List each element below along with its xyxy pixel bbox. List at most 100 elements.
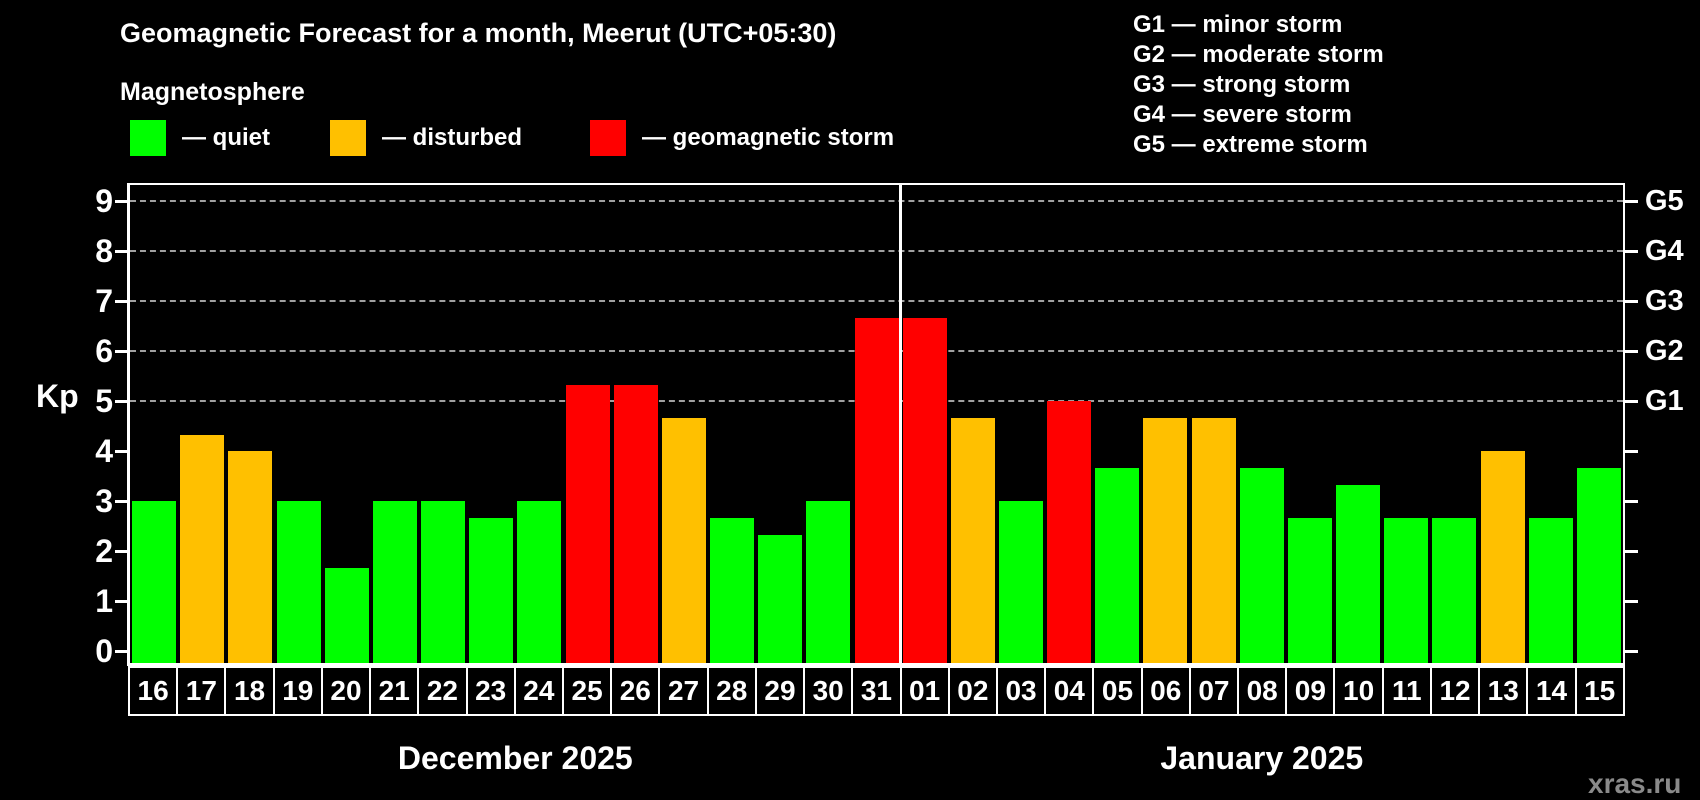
legend-label-storm: — geomagnetic storm <box>642 124 895 151</box>
day-cell-21: 21 <box>369 666 420 716</box>
y-tick-right-2 <box>1625 549 1638 553</box>
day-cell-30: 30 <box>803 666 854 716</box>
y-tick-label-1: 1 <box>95 583 113 619</box>
day-cell-17: 17 <box>176 666 227 716</box>
kp-bar-day-25 <box>565 384 610 663</box>
day-cell-28: 28 <box>706 666 757 716</box>
day-cell-22: 22 <box>417 666 468 716</box>
legend-item-disturbed: — disturbed <box>330 120 522 156</box>
day-cell-25: 25 <box>561 666 613 716</box>
kp-bar-day-14 <box>1528 517 1573 663</box>
plot-left-spine <box>127 183 130 666</box>
y-tick-label-8: 8 <box>95 233 113 269</box>
kp-bar-day-31 <box>854 317 899 663</box>
magnetosphere-label: Magnetosphere <box>120 78 305 106</box>
y-tick-label-5: 5 <box>95 383 113 419</box>
day-cell-04: 04 <box>1044 666 1095 716</box>
y-tick-left-3 <box>115 499 128 503</box>
y-tick-right-0 <box>1625 649 1638 653</box>
y-tick-left-0 <box>115 649 128 653</box>
day-cell-20: 20 <box>320 666 372 716</box>
y-tick-label-9: 9 <box>95 183 113 219</box>
kp-bar-day-02 <box>950 417 995 663</box>
storm-scale-legend: G1 — minor storm G2 — moderate storm G3 — … <box>1133 10 1384 160</box>
y-tick-right-5 <box>1625 399 1638 403</box>
g-level-label-g4: G4 <box>1645 235 1684 267</box>
y-tick-left-8 <box>115 249 128 253</box>
month-label-december: December 2025 <box>397 740 633 776</box>
kp-bar-day-11 <box>1384 517 1429 663</box>
gridline-kp-8 <box>130 250 1623 252</box>
legend-item-storm: — geomagnetic storm <box>590 120 894 156</box>
kp-bar-day-28 <box>710 517 755 663</box>
day-cell-05: 05 <box>1092 666 1143 716</box>
day-cell-03: 03 <box>995 666 1047 716</box>
kp-bar-day-26 <box>613 384 658 663</box>
day-cell-15: 15 <box>1574 666 1625 716</box>
gridline-kp-7 <box>130 300 1623 302</box>
plot-bottom-spine <box>128 663 1625 666</box>
y-tick-right-1 <box>1625 599 1638 603</box>
storm-scale-line-5: G5 — extreme storm <box>1133 131 1368 158</box>
day-cell-27: 27 <box>658 666 709 716</box>
day-cell-14: 14 <box>1526 666 1577 716</box>
kp-bar-day-10 <box>1336 484 1381 663</box>
plot-top-spine <box>128 183 1625 185</box>
kp-bar-day-12 <box>1432 517 1477 663</box>
kp-bar-day-23 <box>469 517 514 663</box>
kp-bar-day-08 <box>1239 467 1284 663</box>
day-cell-29: 29 <box>754 666 806 716</box>
day-cell-08: 08 <box>1237 666 1288 716</box>
kp-bar-day-05 <box>1095 467 1140 663</box>
day-cell-26: 26 <box>610 666 661 716</box>
y-tick-label-0: 0 <box>95 633 113 669</box>
month-separator-line <box>899 185 903 663</box>
storm-scale-line-1: G1 — minor storm <box>1133 11 1343 38</box>
y-tick-right-3 <box>1625 499 1638 503</box>
y-tick-left-9 <box>115 199 128 203</box>
kp-bar-day-22 <box>421 501 466 663</box>
day-cell-24: 24 <box>513 666 564 716</box>
kp-bar-day-15 <box>1576 467 1621 663</box>
storm-color-swatch-icon <box>590 120 626 156</box>
storm-scale-line-3: G3 — strong storm <box>1133 71 1351 98</box>
quiet-color-swatch-icon <box>130 120 166 156</box>
watermark-link[interactable]: xras.ru <box>1588 768 1682 799</box>
y-tick-left-6 <box>115 349 128 353</box>
y-tick-label-7: 7 <box>95 283 113 319</box>
day-cell-18: 18 <box>224 666 275 716</box>
y-tick-right-7 <box>1625 299 1638 303</box>
day-cell-02: 02 <box>947 666 998 716</box>
legend-label-disturbed: — disturbed <box>382 124 523 151</box>
kp-bar-day-01 <box>902 317 947 663</box>
kp-bar-day-24 <box>517 501 562 663</box>
day-cell-09: 09 <box>1285 666 1336 716</box>
y-tick-label-2: 2 <box>95 533 113 569</box>
kp-bar-day-04 <box>1047 401 1092 663</box>
day-cell-07: 07 <box>1188 666 1240 716</box>
day-cell-12: 12 <box>1429 666 1481 716</box>
y-tick-right-9 <box>1625 199 1638 203</box>
gridline-kp-9 <box>130 200 1623 202</box>
g-level-label-g5: G5 <box>1645 185 1684 217</box>
g-level-label-g3: G3 <box>1645 285 1684 317</box>
kp-bar-day-16 <box>132 501 177 663</box>
legend-item-quiet: — quiet <box>130 120 270 156</box>
kp-bar-day-09 <box>1287 517 1332 663</box>
day-cell-06: 06 <box>1140 666 1191 716</box>
kp-bar-day-06 <box>1143 417 1188 663</box>
day-label-row: 16 17 18 19 20 21 22 23 24 25 26 27 28 29 30 31 01 02 03 04… <box>128 666 1625 716</box>
day-cell-10: 10 <box>1333 666 1384 716</box>
kp-bar-day-17 <box>180 434 225 663</box>
y-tick-right-4 <box>1625 449 1638 453</box>
kp-bar-day-21 <box>372 501 417 663</box>
kp-bar-day-29 <box>758 534 803 663</box>
kp-bar-day-07 <box>1191 417 1236 663</box>
y-tick-left-7 <box>115 299 128 303</box>
day-cell-19: 19 <box>272 666 323 716</box>
month-label-january: January 2025 <box>1160 740 1364 776</box>
day-cell-11: 11 <box>1381 666 1432 716</box>
kp-bar-day-19 <box>276 501 321 663</box>
storm-scale-line-4: G4 — severe storm <box>1133 101 1352 128</box>
